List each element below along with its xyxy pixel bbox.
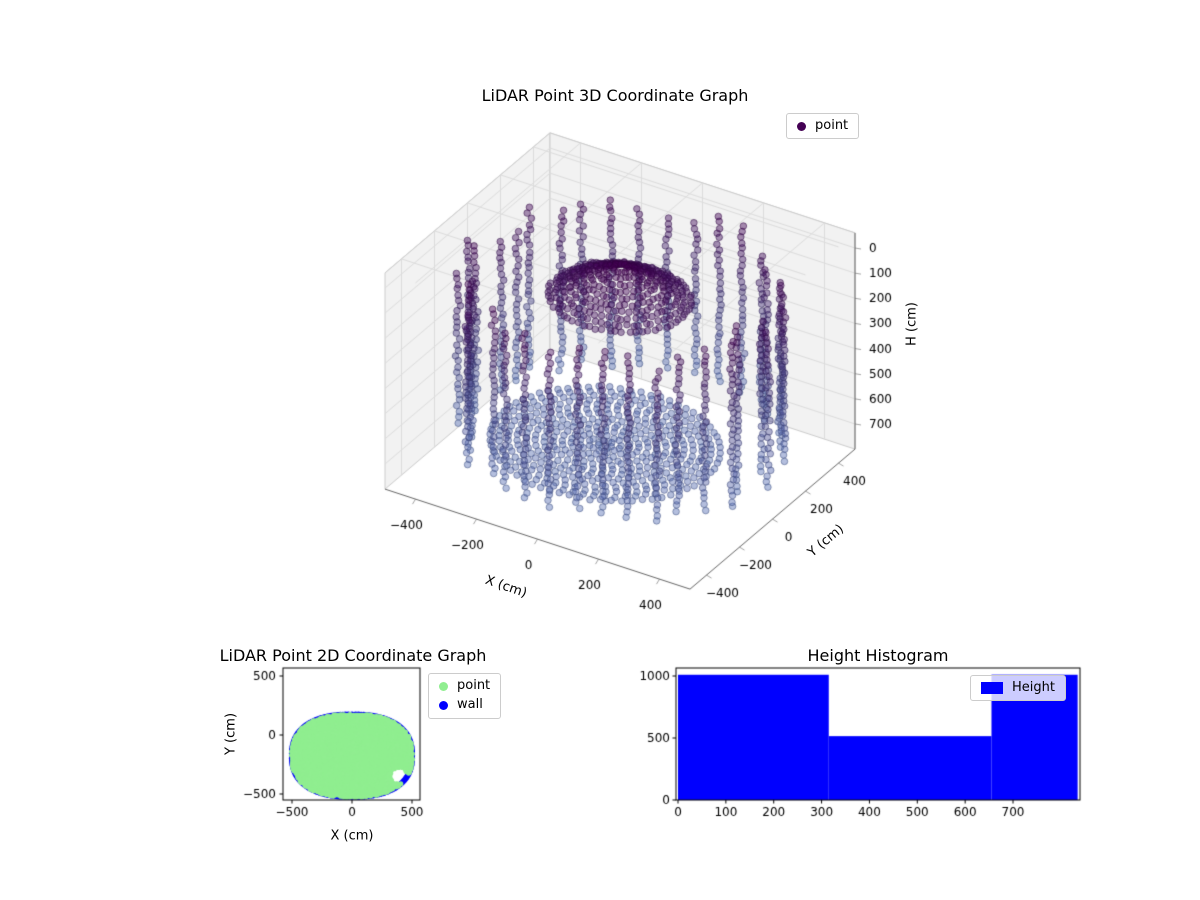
legend-entry-point: point [439, 678, 491, 693]
plot2d-title: LiDAR Point 2D Coordinate Graph [219, 646, 487, 665]
legend-entry-point: point [797, 118, 849, 133]
wall-legend-marker-icon [439, 700, 448, 710]
plot3d-zaxis-label: H (cm) [904, 302, 920, 346]
legend-entry-wall: wall [439, 697, 490, 713]
height-legend-patch-icon [981, 682, 1003, 695]
histogram-title: Height Histogram [807, 646, 949, 665]
histogram-legend: Height [970, 675, 1066, 702]
legend-label-height: Height [1012, 680, 1055, 695]
legend-label-point: point [815, 118, 849, 133]
plot2d-legend: point wall [428, 673, 502, 719]
legend-entry-height: Height [981, 680, 1055, 695]
point-legend-marker-icon [439, 681, 448, 691]
plot2d-xaxis-label: X (cm) [330, 828, 374, 844]
legend-label-point: point [457, 678, 491, 693]
point-legend-marker-icon [797, 121, 806, 131]
plot2d-yaxis-label: Y (cm) [223, 712, 239, 756]
plot3d-legend: point [786, 113, 860, 140]
plot3d-title: LiDAR Point 3D Coordinate Graph [481, 86, 749, 105]
legend-label-wall: wall [457, 697, 483, 713]
